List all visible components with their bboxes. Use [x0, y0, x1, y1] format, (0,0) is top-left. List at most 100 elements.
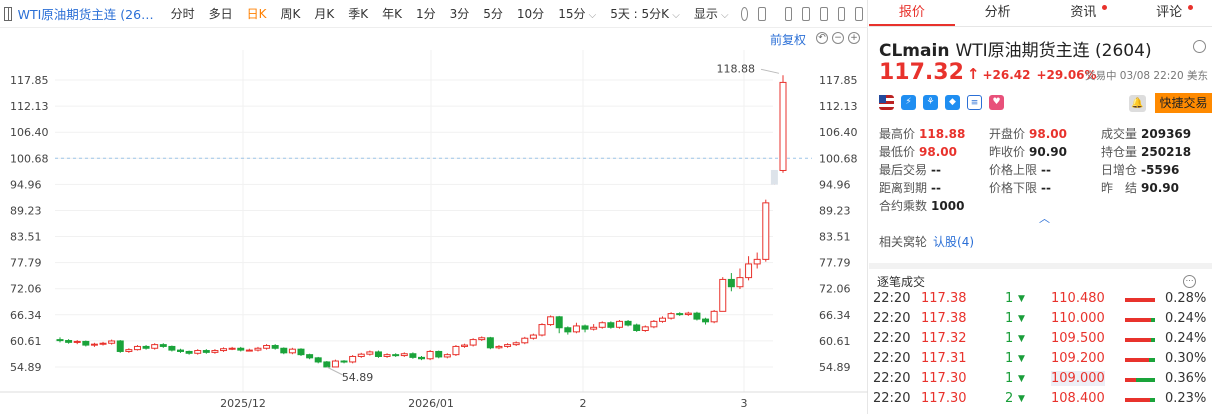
favorite-heart-icon[interactable]: ♥: [989, 95, 1004, 110]
candle-body: [461, 344, 469, 347]
tick-price: 117.30: [921, 391, 967, 406]
high-label: 118.88: [717, 62, 756, 75]
period-tab[interactable]: 季K: [348, 7, 369, 21]
candle-body: [435, 350, 443, 358]
ticks-title: 逐笔成交: [877, 275, 926, 289]
zoom-out-icon[interactable]: −: [832, 32, 844, 44]
tick-volume: 1: [1005, 371, 1014, 386]
tick-row: 22:20 117.38 1 ▼ 110.480 0.28%: [869, 290, 1212, 310]
warrants-link[interactable]: 认股(4): [933, 235, 975, 249]
ratio-dropdown[interactable]: 5天 : 5分K: [610, 5, 680, 22]
symbol: CLmain: [879, 41, 950, 61]
stat-item: 最后交易 --: [879, 161, 941, 178]
stat-value: --: [931, 181, 941, 195]
candle-body: [306, 354, 314, 359]
period-tab[interactable]: 5分: [483, 7, 503, 21]
y-tick-label-right: 66.34: [819, 309, 851, 322]
period-tab[interactable]: 3分: [449, 7, 470, 21]
settings-icon[interactable]: [740, 6, 749, 21]
candle-body: [512, 342, 520, 346]
depth-pct: 0.30%: [1165, 351, 1207, 366]
alert-bell-icon[interactable]: 🔔: [1129, 95, 1146, 112]
depth-bar: [1125, 378, 1155, 382]
y-tick-label-left: 54.89: [10, 361, 42, 374]
candle-body: [727, 278, 735, 288]
chart-toolbar: WTI原油期货主连 (26… 分时 多日 日K 周K 月K 季K 年K 1分 3分 5分 10分 15…: [0, 0, 868, 28]
period-tab[interactable]: 月K: [314, 7, 335, 21]
candle-body: [108, 340, 116, 344]
candle-body: [177, 349, 184, 352]
candle-body: [142, 345, 150, 349]
tick-time: 22:20: [873, 391, 911, 406]
y-tick-label-right: 83.51: [819, 231, 851, 244]
tick-volume: 1: [1005, 311, 1014, 326]
instrument-name: WTI原油期货主连 (2604): [955, 41, 1152, 61]
instrument-title[interactable]: WTI原油期货主连 (26…: [17, 7, 154, 22]
candle-body: [538, 324, 546, 336]
candle-body: [547, 316, 555, 326]
quote-tab-label: 评论: [1156, 5, 1183, 20]
y-tick-label-left: 77.79: [10, 257, 42, 270]
candle-body: [495, 345, 503, 349]
period-tab[interactable]: 分时: [170, 7, 195, 21]
draw-icon[interactable]: [802, 6, 811, 21]
tag-icon[interactable]: ◆: [945, 95, 960, 110]
stat-value: 90.90: [1029, 145, 1067, 159]
checkbox-dropdown-icon[interactable]: [758, 6, 766, 21]
candle-body: [745, 263, 753, 279]
stat-item: 最高价 118.88: [879, 125, 965, 142]
period-tab[interactable]: 多日: [208, 7, 233, 21]
candle-body: [633, 324, 641, 331]
candle-body: [762, 202, 770, 260]
candle-body: [564, 327, 572, 333]
depth-pct: 0.28%: [1165, 291, 1207, 306]
candle-body: [736, 277, 744, 288]
y-tick-label-right: 77.79: [819, 257, 851, 270]
period-tab[interactable]: 10分: [516, 7, 545, 21]
period-tab[interactable]: 年K: [382, 7, 402, 21]
candle-body: [521, 337, 529, 344]
pen-icon[interactable]: [820, 6, 828, 21]
chart-subbar: 前复权 ↶ − +: [0, 28, 868, 50]
tick-row: 22:20 117.38 1 ▼ 110.000 0.24%: [869, 310, 1212, 330]
candle-body: [452, 345, 460, 356]
candle-body: [331, 360, 339, 368]
undo-icon[interactable]: ↶: [816, 32, 828, 44]
period-tab[interactable]: 日K: [246, 7, 267, 21]
quick-trade-button[interactable]: 快捷交易: [1155, 93, 1212, 113]
document-icon[interactable]: ≡: [967, 95, 982, 110]
gear-icon[interactable]: [1193, 40, 1206, 53]
candle-body: [504, 344, 512, 347]
quote-tab[interactable]: 分析: [955, 0, 1041, 26]
camera-icon[interactable]: [784, 6, 793, 21]
quote-tab[interactable]: 评论: [1126, 0, 1212, 26]
tick-time: 22:20: [873, 371, 911, 386]
more-options-icon[interactable]: ⋯: [1183, 275, 1196, 288]
related-warrants: 相关窝轮 认股(4): [879, 233, 974, 250]
stat-item: 价格上限 --: [989, 161, 1051, 178]
quote-tab[interactable]: 资讯: [1041, 0, 1127, 26]
tree-icon[interactable]: ⚘: [923, 95, 938, 110]
adjust-mode-button[interactable]: 前复权: [769, 33, 806, 47]
candlestick-chart[interactable]: 117.85 117.85 112.13 112.13 106.40 106.40 100.…: [0, 50, 868, 414]
candle-body: [529, 334, 537, 339]
tick-row: 22:20 117.31 1 ▼ 109.200 0.30%: [869, 350, 1212, 370]
stat-item: 开盘价 98.00: [989, 125, 1067, 142]
window-icon[interactable]: [855, 6, 863, 21]
zoom-in-icon[interactable]: +: [848, 32, 860, 44]
sidebar-toggle-icon[interactable]: [4, 6, 12, 21]
quote-tab[interactable]: 报价: [869, 0, 955, 26]
period-tab[interactable]: 15分: [558, 5, 596, 22]
candle-body: [779, 81, 787, 171]
chart-panel: WTI原油期货主连 (26… 分时 多日 日K 周K 月K 季K 年K 1分 3分 5分 10分 15…: [0, 0, 868, 414]
down-triangle-icon: ▼: [1018, 354, 1025, 364]
display-dropdown[interactable]: 显示: [694, 5, 729, 22]
period-tab[interactable]: 周K: [280, 7, 301, 21]
fullscreen-icon[interactable]: [837, 6, 846, 21]
run-icon[interactable]: ⚡: [901, 95, 916, 110]
y-tick-label-left: 112.13: [10, 100, 49, 113]
period-tab[interactable]: 1分: [415, 7, 436, 21]
stat-item: 最低价 98.00: [879, 143, 957, 160]
chevron-up-icon[interactable]: ︿: [1039, 212, 1050, 225]
stat-label: 开盘价: [989, 127, 1026, 141]
